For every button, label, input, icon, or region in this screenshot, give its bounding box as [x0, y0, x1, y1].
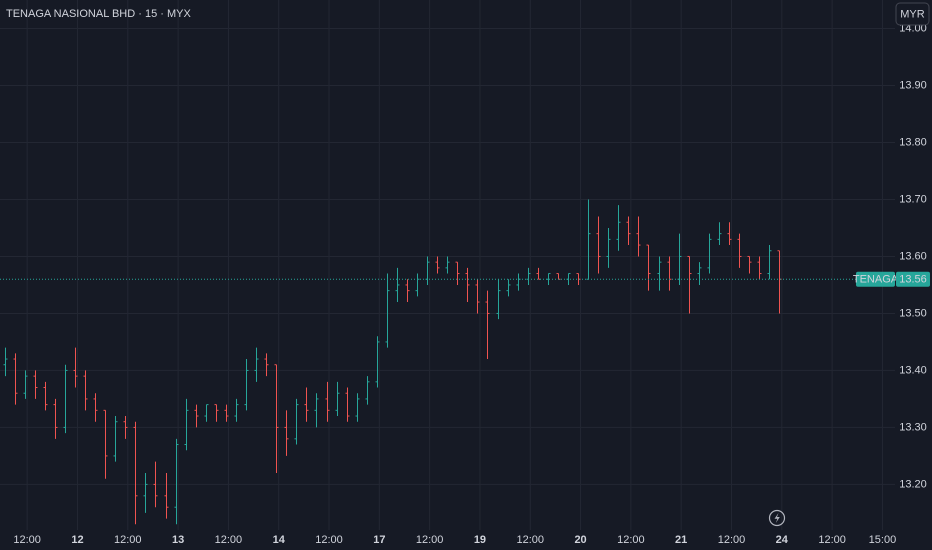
x-tick-label: 12:00 — [215, 534, 243, 546]
y-tick-label: 13.60 — [899, 250, 927, 262]
y-tick-label: 13.20 — [899, 478, 927, 490]
x-tick-label: 12:00 — [516, 534, 544, 546]
x-tick-label: 12:00 — [718, 534, 746, 546]
y-tick-label: 13.80 — [899, 136, 927, 148]
y-tick-label: 14.00 — [899, 22, 927, 34]
labels: 13.20 13.30 13.40 13.50 13.60 13.70 13.80 13.90… — [13, 22, 930, 546]
y-tick-label: 13.30 — [899, 421, 927, 433]
x-tick-label: 24 — [776, 534, 789, 546]
x-tick-label: 12:00 — [13, 534, 41, 546]
y-tick-label: 13.70 — [899, 193, 927, 205]
currency-button[interactable] — [895, 2, 930, 26]
x-tick-label: 12:00 — [617, 534, 645, 546]
lightning-icon[interactable] — [768, 509, 786, 527]
chart-title: TENAGA NASIONAL BHD · 15 · MYX — [6, 8, 191, 20]
x-tick-label: 12:00 — [114, 534, 142, 546]
x-tick-label: 20 — [574, 534, 586, 546]
y-tick-label: 13.50 — [899, 307, 927, 319]
last-price-name-box — [856, 271, 895, 287]
currency-label[interactable]: MYR — [900, 8, 925, 20]
last-price-name: TENAGA — [853, 274, 899, 286]
x-tick-label: 12:00 — [416, 534, 444, 546]
x-tick-label: 14 — [273, 534, 286, 546]
last-price-label: 13.56 — [899, 274, 927, 286]
x-tick-label: 19 — [474, 534, 486, 546]
grid — [0, 0, 895, 530]
x-tick-label: 21 — [675, 534, 687, 546]
x-tick-label: 17 — [373, 534, 385, 546]
bars — [0, 199, 895, 525]
x-tick-label: 12 — [71, 534, 83, 546]
x-tick-label: 12:00 — [315, 534, 343, 546]
x-tick-label: 15:00 — [869, 534, 897, 546]
last-price-box — [896, 271, 930, 287]
x-tick-label: 12:00 — [818, 534, 846, 546]
y-tick-label: 13.90 — [899, 79, 927, 91]
x-tick-label: 13 — [172, 534, 184, 546]
y-tick-label: 13.40 — [899, 364, 927, 376]
